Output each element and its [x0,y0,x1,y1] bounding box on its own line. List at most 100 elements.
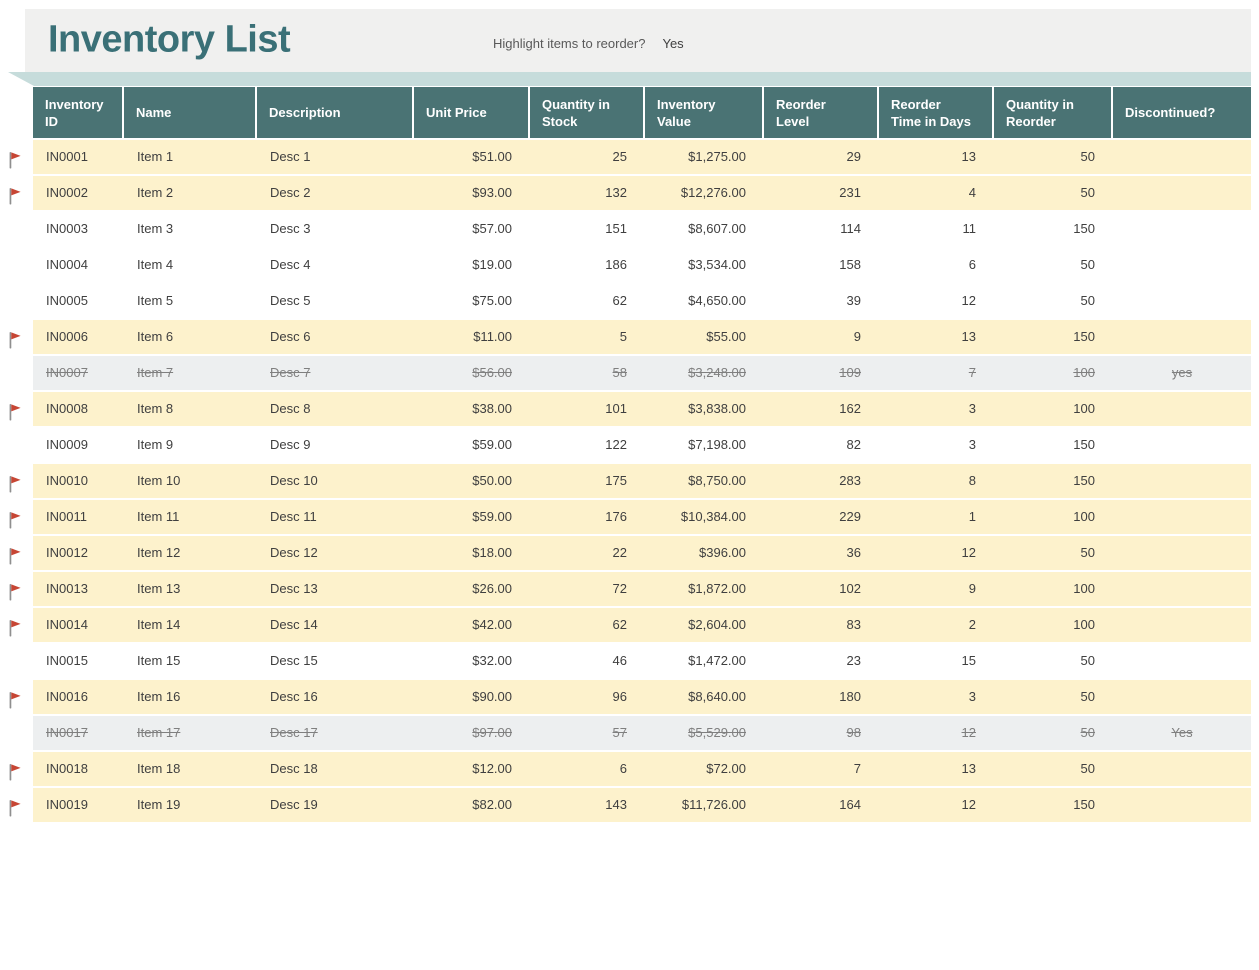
cell-name[interactable]: Item 3 [137,221,174,236]
cell-inventory-value[interactable]: $396.00 [699,545,746,560]
cell-reorder-level[interactable]: 114 [840,221,861,236]
cell-discontinued[interactable] [1113,644,1251,678]
table-row[interactable]: IN0017 Item 17 Desc 17 $97.00 57 $5,529.00 98 1… [33,716,1251,750]
cell-inventory-value[interactable]: $2,604.00 [688,617,746,632]
cell-unit-price[interactable]: $97.00 [472,725,512,740]
cell-name[interactable]: Item 13 [137,581,181,596]
cell-name[interactable]: Item 19 [137,797,181,812]
cell-reorder-level[interactable]: 98 [846,725,861,740]
cell-inventory-value[interactable]: $8,640.00 [688,689,746,704]
cell-reorder-time-in-days[interactable]: 15 [961,653,976,668]
cell-name[interactable]: Item 17 [137,725,181,740]
cell-quantity-in-reorder[interactable]: 50 [1080,545,1095,560]
cell-name[interactable]: Item 12 [137,545,181,560]
cell-reorder-time-in-days[interactable]: 11 [962,221,977,236]
cell-name[interactable]: Item 6 [137,329,174,344]
cell-inventory-id[interactable]: IN0004 [46,257,88,272]
cell-unit-price[interactable]: $50.00 [472,473,512,488]
table-row[interactable]: IN0018 Item 18 Desc 18 $12.00 6 $72.00 7 13 50 [9,752,1251,786]
highlight-toggle-value[interactable]: Yes [662,36,684,51]
cell-reorder-level[interactable]: 36 [846,545,861,560]
cell-inventory-value[interactable]: $8,607.00 [688,221,746,236]
table-row[interactable]: IN0010 Item 10 Desc 10 $50.00 175 $8,750.00 28… [9,464,1251,498]
cell-discontinued[interactable] [1113,500,1251,534]
cell-description[interactable]: Desc 13 [270,581,318,596]
cell-quantity-in-stock[interactable]: 96 [612,689,627,704]
cell-quantity-in-stock[interactable]: 62 [612,617,627,632]
cell-name[interactable]: Item 5 [137,293,174,308]
cell-name[interactable]: Item 18 [137,761,181,776]
cell-reorder-time-in-days[interactable]: 3 [968,689,976,704]
cell-quantity-in-stock[interactable]: 186 [605,257,627,272]
cell-inventory-value[interactable]: $3,248.00 [688,365,746,380]
cell-reorder-time-in-days[interactable]: 13 [961,761,976,776]
cell-quantity-in-stock[interactable]: 22 [612,545,627,560]
cell-inventory-id[interactable]: IN0012 [46,545,88,560]
cell-description[interactable]: Desc 17 [270,725,318,740]
cell-inventory-value[interactable]: $72.00 [706,761,746,776]
cell-inventory-id[interactable]: IN0001 [46,149,88,164]
cell-inventory-value[interactable]: $1,872.00 [688,581,746,596]
cell-discontinued[interactable] [1113,428,1251,462]
cell-reorder-time-in-days[interactable]: 8 [968,473,976,488]
cell-quantity-in-reorder[interactable]: 50 [1080,725,1095,740]
cell-unit-price[interactable]: $11.00 [473,329,512,344]
cell-name[interactable]: Item 8 [137,401,174,416]
table-row[interactable]: IN0012 Item 12 Desc 12 $18.00 22 $396.00 36 12 5… [9,536,1251,570]
cell-inventory-id[interactable]: IN0007 [46,365,88,380]
cell-quantity-in-reorder[interactable]: 150 [1073,437,1095,452]
cell-reorder-level[interactable]: 102 [839,581,861,596]
cell-quantity-in-stock[interactable]: 6 [619,761,627,776]
cell-inventory-id[interactable]: IN0017 [46,725,88,740]
cell-inventory-value[interactable]: $11,726.00 [681,797,746,812]
cell-quantity-in-stock[interactable]: 5 [619,329,627,344]
cell-reorder-time-in-days[interactable]: 12 [961,293,976,308]
cell-inventory-value[interactable]: $3,534.00 [688,257,746,272]
cell-inventory-value[interactable]: $3,838.00 [688,401,746,416]
cell-reorder-time-in-days[interactable]: 7 [968,365,976,380]
cell-quantity-in-stock[interactable]: 175 [605,473,627,488]
cell-inventory-id[interactable]: IN0013 [46,581,88,596]
cell-unit-price[interactable]: $26.00 [472,581,512,596]
cell-quantity-in-stock[interactable]: 132 [605,185,627,200]
cell-unit-price[interactable]: $18.00 [472,545,512,560]
cell-description[interactable]: Desc 14 [270,617,318,632]
cell-quantity-in-reorder[interactable]: 100 [1073,617,1095,632]
cell-inventory-id[interactable]: IN0005 [46,293,88,308]
cell-reorder-level[interactable]: 83 [846,617,861,632]
cell-discontinued[interactable] [1113,284,1251,318]
cell-unit-price[interactable]: $51.00 [472,149,512,164]
cell-inventory-id[interactable]: IN0003 [46,221,88,236]
cell-unit-price[interactable]: $59.00 [472,509,512,524]
cell-unit-price[interactable]: $32.00 [472,653,512,668]
cell-inventory-id[interactable]: IN0002 [46,185,88,200]
cell-discontinued[interactable] [1113,140,1251,174]
cell-unit-price[interactable]: $93.00 [472,185,512,200]
table-row[interactable]: IN0004 Item 4 Desc 4 $19.00 186 $3,534.00 158 6… [33,248,1251,282]
cell-discontinued[interactable] [1113,464,1251,498]
cell-quantity-in-stock[interactable]: 143 [605,797,627,812]
cell-reorder-time-in-days[interactable]: 6 [968,257,976,272]
cell-quantity-in-stock[interactable]: 46 [612,653,627,668]
cell-quantity-in-stock[interactable]: 101 [605,401,627,416]
cell-description[interactable]: Desc 12 [270,545,318,560]
cell-reorder-level[interactable]: 109 [839,365,861,380]
table-row[interactable]: IN0008 Item 8 Desc 8 $38.00 101 $3,838.00 162 3… [9,392,1251,426]
cell-reorder-time-in-days[interactable]: 3 [968,437,976,452]
cell-inventory-id[interactable]: IN0016 [46,689,88,704]
cell-unit-price[interactable]: $57.00 [472,221,512,236]
cell-quantity-in-stock[interactable]: 62 [612,293,627,308]
cell-unit-price[interactable]: $38.00 [472,401,512,416]
cell-discontinued[interactable] [1113,212,1251,246]
cell-name[interactable]: Item 15 [137,653,181,668]
table-row[interactable]: IN0015 Item 15 Desc 15 $32.00 46 $1,472.00 23 1… [33,644,1251,678]
cell-reorder-time-in-days[interactable]: 4 [968,185,976,200]
cell-description[interactable]: Desc 16 [270,689,318,704]
cell-reorder-level[interactable]: 9 [853,329,861,344]
cell-discontinued[interactable]: Yes [1171,725,1193,740]
cell-reorder-level[interactable]: 164 [839,797,861,812]
cell-description[interactable]: Desc 6 [270,329,311,344]
cell-name[interactable]: Item 16 [137,689,181,704]
cell-reorder-time-in-days[interactable]: 1 [968,509,976,524]
cell-quantity-in-reorder[interactable]: 100 [1073,365,1095,380]
